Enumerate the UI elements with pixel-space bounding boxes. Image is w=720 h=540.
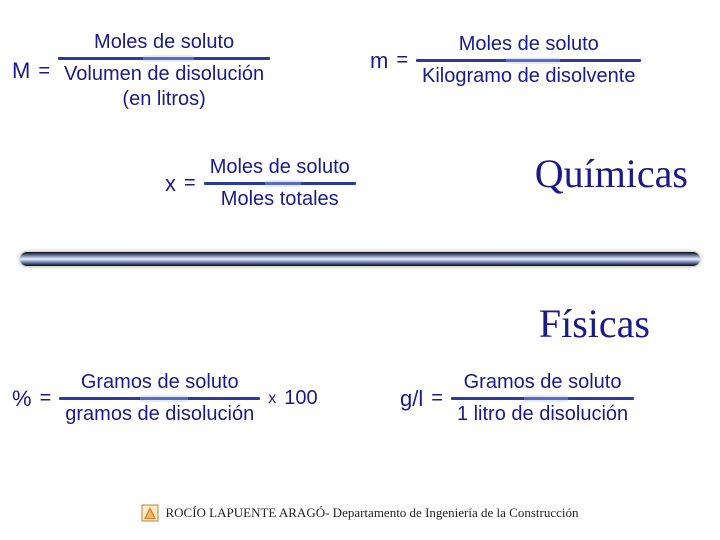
equals: = [396,49,408,72]
divider-bar-icon [20,252,700,266]
symbol-molarity: M [12,58,30,84]
fraction-molarity: Moles de soluto Volumen de disolución (e… [58,30,270,112]
numerator: Gramos de soluto [458,370,628,397]
fraction-gperl: Gramos de soluto 1 litro de disolución [451,370,634,427]
footer: ROCÍO LAPUENTE ARAGÓ- Departamento de In… [0,504,720,522]
fraction-bar-icon [416,59,641,62]
symbol-molality: m [370,48,388,74]
denominator: Kilogramo de disolvente [416,62,641,89]
symbol-percent: % [12,386,32,412]
fraction-percent: Gramos de soluto gramos de disolución [59,370,260,427]
equals: = [40,387,52,410]
heading-quimicas: Químicas [535,150,688,197]
heading-fisicas: Físicas [539,300,650,347]
logo-icon [141,504,159,522]
fraction-bar-icon [451,397,634,400]
formula-molefraction: x = Moles de soluto Moles totales [165,155,356,212]
equals: = [431,387,443,410]
footer-text: ROCÍO LAPUENTE ARAGÓ- Departamento de In… [165,505,578,521]
numerator: Moles de soluto [204,155,356,182]
symbol-molefraction: x [165,171,176,197]
symbol-gperl: g/l [400,386,423,412]
denominator: gramos de disolución [59,400,260,427]
equals: = [184,172,196,195]
fraction-bar-icon [59,397,260,400]
denominator: Moles totales [215,185,345,212]
fraction-molefraction: Moles de soluto Moles totales [204,155,356,212]
formula-molality: m = Moles de soluto Kilogramo de disolve… [370,32,641,89]
denominator: Volumen de disolución (en litros) [58,60,270,112]
formula-gperl: g/l = Gramos de soluto 1 litro de disolu… [400,370,634,427]
numerator: Moles de soluto [88,30,240,57]
fraction-bar-icon [58,57,270,60]
row-physical: % = Gramos de soluto gramos de disolució… [0,360,720,470]
numerator: Gramos de soluto [75,370,245,397]
numerator: Moles de soluto [453,32,605,59]
fraction-bar-icon [204,182,356,185]
factor-100: 100 [284,387,317,410]
multiply-sign: x [268,390,276,408]
denominator: 1 litro de disolución [451,400,634,427]
fraction-molality: Moles de soluto Kilogramo de disolvente [416,32,641,89]
equals: = [38,60,50,83]
formula-molarity: M = Moles de soluto Volumen de disolució… [12,30,270,112]
row-chemical-1: M = Moles de soluto Volumen de disolució… [0,20,720,140]
formula-percent: % = Gramos de soluto gramos de disolució… [12,370,318,427]
